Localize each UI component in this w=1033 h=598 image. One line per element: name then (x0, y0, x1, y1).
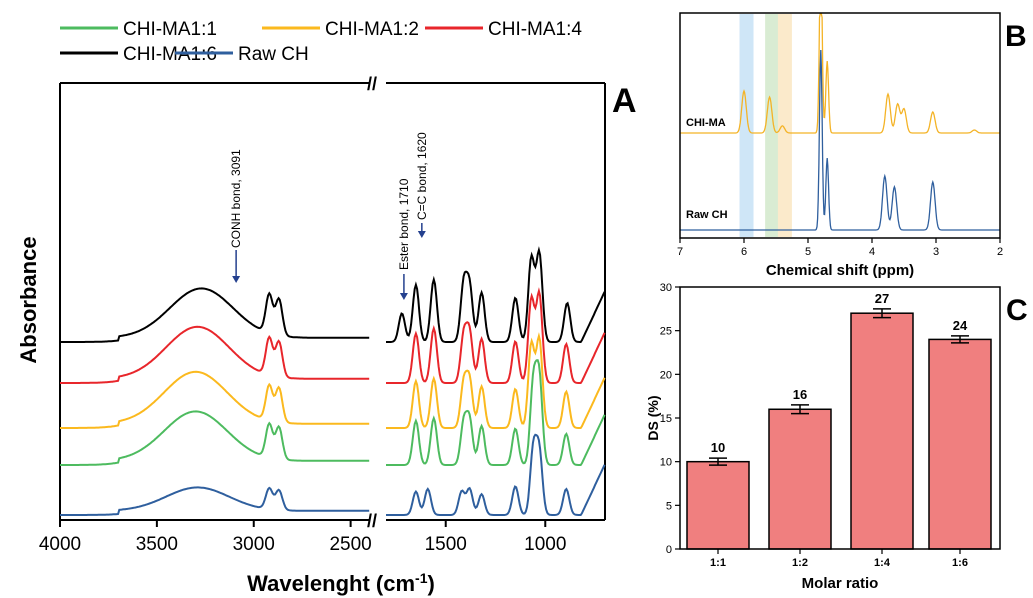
nmr-x-tick-label-2: 2 (997, 246, 1003, 258)
data-label-1-6: 24 (953, 318, 968, 333)
annotation-arrow-head-0 (232, 276, 241, 283)
x-tick-label-4000: 4000 (39, 534, 81, 555)
bar-1-2 (768, 408, 832, 550)
bar-y-tick-label-15: 15 (660, 413, 672, 425)
x-axis-ticks-b: 7 6 5 4 3 2 (677, 238, 1003, 258)
panel-label-a: A (612, 82, 637, 120)
legend: CHI-MA1:1 CHI-MA1:2 CHI-MA1:4 CHI-MA1:6 Raw … (60, 19, 582, 65)
bar-1-1 (686, 460, 750, 550)
spectrum-chi-ma1-2-seg0 (60, 370, 370, 429)
x-axis-label-c: Molar ratio (802, 575, 879, 592)
nmr-x-tick-label-3: 3 (933, 246, 939, 258)
axis-break-top: // (367, 74, 377, 94)
legend-label-raw-ch: Raw CH (238, 44, 309, 65)
x-tick-label-3000: 3000 (233, 534, 275, 555)
legend-label-chi-ma1-6: CHI-MA1:6 (123, 44, 217, 65)
x-axis-label-b: Chemical shift (ppm) (766, 262, 914, 279)
spectrum-raw-ch-seg1 (386, 433, 606, 516)
bar-y-tick-label-0: 0 (666, 544, 672, 556)
data-label-1-1: 10 (711, 440, 725, 455)
spectrum-raw-ch-seg0 (60, 486, 370, 516)
bar-x-tick-label-1-4: 1:4 (874, 557, 891, 569)
y-axis-label-c: DS (%) (645, 395, 661, 440)
x-axis-label-main: Wavelenght (cm (247, 571, 415, 596)
highlight-band-0 (739, 14, 754, 237)
spectrum-chi-ma1-1-seg0 (60, 410, 370, 466)
bar-series: 10 16 27 24 (686, 291, 992, 550)
legend-label-chi-ma1-1: CHI-MA1:1 (123, 19, 217, 40)
spectrum-chi-ma1-1-seg1 (386, 359, 606, 466)
y-axis-label-a: Absorbance (16, 236, 41, 363)
annotation-arrow-head-2 (417, 231, 426, 238)
trace-label-chi-ma: CHI-MA (686, 117, 726, 129)
data-label-1-4: 27 (875, 291, 889, 306)
bar-y-tick-label-30: 30 (660, 282, 672, 294)
nmr-x-tick-label-5: 5 (805, 246, 811, 258)
data-label-1-2: 16 (793, 387, 807, 402)
nmr-trace-raw-ch (680, 49, 1000, 231)
highlight-band-2 (777, 14, 792, 237)
x-tick-label-2500: 2500 (329, 534, 371, 555)
nmr-trace-chi-ma (680, 13, 1000, 134)
peak-annotations: CONH bond, 3091 Ester bond, 1710 C=C bond,… (229, 132, 429, 300)
highlight-band-1 (765, 14, 780, 237)
x-tick-label-1000: 1000 (524, 534, 566, 555)
annotation-ester-bond-1710: Ester bond, 1710 (397, 178, 411, 270)
panel-a-ftir-chart: CHI-MA1:1 CHI-MA1:2 CHI-MA1:4 CHI-MA1:6 Raw … (16, 19, 637, 596)
nmr-x-tick-label-7: 7 (677, 246, 683, 258)
axis-break-bottom: // (367, 511, 377, 531)
bar-x-tick-label-1-6: 1:6 (952, 557, 968, 569)
x-axis-ticks-a: 4000 3500 3000 2500 1500 1000 (39, 520, 566, 555)
highlight-bands (739, 14, 792, 237)
bar-x-tick-label-1-2: 1:2 (792, 557, 808, 569)
panel-label-c: C (1006, 294, 1028, 327)
bar-1-4 (850, 312, 914, 550)
annotation-conh-bond-3091: CONH bond, 3091 (229, 149, 243, 248)
plot-frame-a (59, 82, 606, 521)
spectrum-chi-ma1-4-seg1 (386, 287, 606, 384)
spectrum-chi-ma1-4-seg0 (60, 325, 370, 384)
legend-label-chi-ma1-4: CHI-MA1:4 (488, 19, 582, 40)
plot-frame-b (679, 12, 1001, 239)
panel-label-b: B (1005, 20, 1027, 53)
x-tick-label-1500: 1500 (425, 534, 467, 555)
x-axis-label-a: Wavelenght (cm-1) (247, 570, 435, 596)
bar-y-tick-label-25: 25 (660, 326, 672, 338)
spectrum-chi-ma1-6-seg0 (60, 287, 370, 343)
nmr-spectra (680, 13, 1000, 231)
panel-b-nmr-chart: B 7 6 5 4 3 2 Chemical shift (ppm) CHI-MA Raw… (677, 12, 1027, 279)
bar-1-6 (928, 338, 992, 550)
x-axis-label-sup: -1 (415, 570, 428, 586)
panel-c-bar-chart: C 10 16 27 24 1:1 1:2 1:4 1:6 0 5 10 15 20 25 30 DS (… (645, 282, 1028, 592)
bar-x-tick-label-1-1: 1:1 (710, 557, 726, 569)
x-tick-label-3500: 3500 (136, 534, 178, 555)
axis-ticks-c: 1:1 1:2 1:4 1:6 0 5 10 15 20 25 30 (660, 282, 968, 569)
nmr-x-tick-label-6: 6 (741, 246, 747, 258)
trace-label-raw-ch: Raw CH (686, 209, 728, 221)
spectrum-chi-ma1-2-seg1 (386, 332, 606, 429)
x-axis-label-tail: ) (428, 571, 435, 596)
annotation-arrow-head-1 (399, 293, 408, 300)
bar-y-tick-label-5: 5 (666, 500, 672, 512)
bar-y-tick-label-10: 10 (660, 457, 672, 469)
annotation-c-c-bond-1620: C=C bond, 1620 (415, 132, 429, 220)
legend-label-chi-ma1-2: CHI-MA1:2 (325, 19, 419, 40)
spectrum-chi-ma1-6-seg1 (386, 246, 606, 343)
bar-y-tick-label-20: 20 (660, 369, 672, 381)
ftir-spectra (60, 246, 606, 516)
nmr-x-tick-label-4: 4 (869, 246, 875, 258)
